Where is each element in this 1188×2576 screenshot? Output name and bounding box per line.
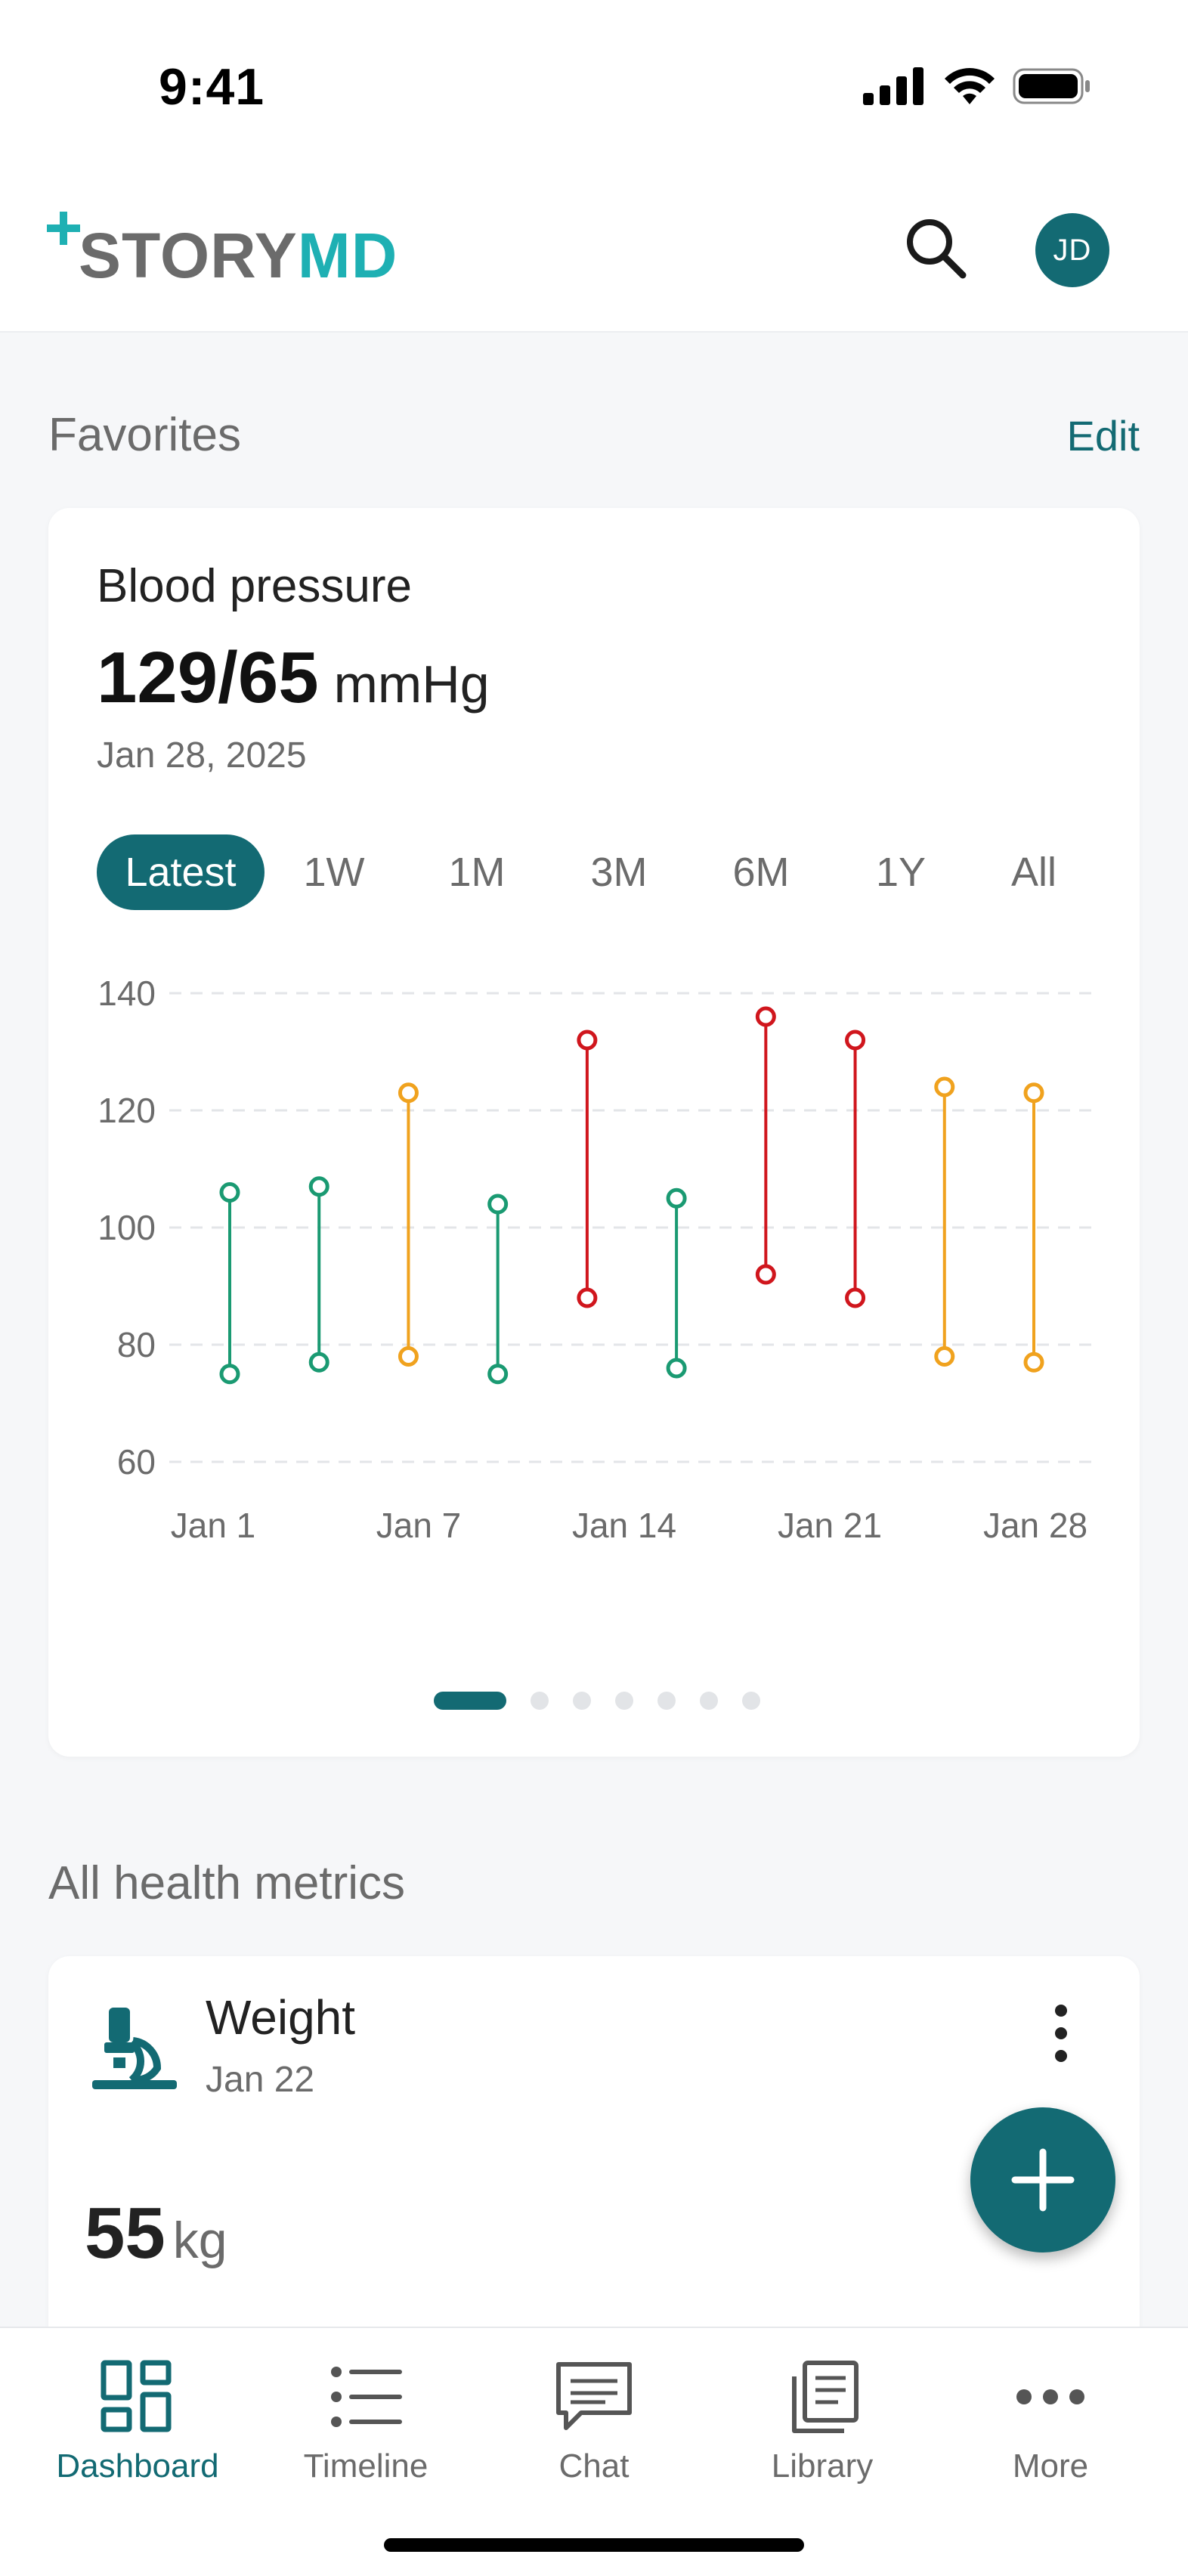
- library-icon: [792, 2361, 859, 2433]
- status-icons: [863, 67, 1091, 106]
- all-metrics-title: All health metrics: [48, 1857, 406, 1909]
- avatar[interactable]: JD: [1035, 213, 1109, 287]
- systolic-point[interactable]: [845, 1029, 866, 1051]
- add-button[interactable]: [970, 2107, 1115, 2252]
- pagination-dot[interactable]: [700, 1692, 718, 1710]
- x-tick-label: Jan 7: [376, 1506, 462, 1545]
- weight-title: Weight: [206, 1990, 356, 2045]
- wifi-icon: [945, 68, 995, 104]
- diastolic-point[interactable]: [577, 1287, 598, 1308]
- pagination-dot[interactable]: [573, 1692, 591, 1710]
- cellular-signal-icon: [863, 67, 923, 105]
- y-tick-label: 100: [97, 1208, 156, 1247]
- pagination-dot[interactable]: [657, 1692, 676, 1710]
- tab-all[interactable]: All: [1010, 850, 1057, 895]
- logo-story-text: STORY: [79, 220, 298, 291]
- bp-card-title: Blood pressure: [97, 560, 413, 612]
- favorites-title: Favorites: [48, 409, 241, 461]
- x-tick-label: Jan 28: [983, 1506, 1087, 1545]
- microscope-icon: [92, 2008, 177, 2089]
- bottom-nav: Dashboard Timeline Chat Library: [0, 2327, 1188, 2576]
- pagination-dot[interactable]: [434, 1692, 506, 1710]
- app-header: STORYMD JD: [0, 166, 1188, 333]
- diastolic-point[interactable]: [666, 1358, 687, 1379]
- y-tick-label: 80: [117, 1325, 156, 1364]
- pagination-dot[interactable]: [615, 1692, 633, 1710]
- logo-md-text: MD: [297, 220, 398, 291]
- battery-icon: [1013, 68, 1090, 104]
- tab-latest[interactable]: Latest: [97, 834, 265, 910]
- weight-unit: kg: [172, 2212, 227, 2269]
- y-tick-label: 60: [117, 1442, 156, 1482]
- range-tabs: Latest 1W 1M 3M 6M 1Y All: [97, 834, 1109, 910]
- diastolic-point[interactable]: [1023, 1351, 1044, 1373]
- bp-date: Jan 28, 2025: [97, 735, 307, 776]
- nav-timeline[interactable]: Timeline: [252, 2355, 479, 2544]
- timeline-icon: [331, 2367, 402, 2427]
- weight-date: Jan 22: [206, 2060, 315, 2100]
- systolic-point[interactable]: [666, 1187, 687, 1209]
- x-tick-label: Jan 14: [572, 1506, 676, 1545]
- weight-value: 55: [85, 2193, 166, 2274]
- y-tick-label: 120: [97, 1091, 156, 1130]
- y-tick-label: 140: [97, 977, 156, 1013]
- chat-icon: [556, 2362, 632, 2430]
- diastolic-point[interactable]: [487, 1364, 509, 1385]
- nav-label-chat: Chat: [558, 2448, 630, 2485]
- plus-icon: [1011, 2148, 1075, 2212]
- nav-chat[interactable]: Chat: [481, 2355, 707, 2544]
- tab-1w[interactable]: 1W: [303, 850, 365, 895]
- tab-6m[interactable]: 6M: [732, 850, 790, 895]
- search-button[interactable]: [899, 212, 975, 287]
- dashboard-icon: [101, 2360, 172, 2432]
- status-time: 9:41: [159, 58, 265, 116]
- tab-1m[interactable]: 1M: [448, 850, 506, 895]
- pagination-dot[interactable]: [531, 1692, 549, 1710]
- diastolic-point[interactable]: [219, 1364, 240, 1385]
- diastolic-point[interactable]: [308, 1351, 329, 1373]
- edit-favorites-link[interactable]: Edit: [1066, 412, 1140, 460]
- logo-plus-icon: [47, 212, 80, 245]
- home-indicator: [384, 2538, 804, 2552]
- bp-value: 129/65: [97, 637, 319, 718]
- nav-label-timeline: Timeline: [303, 2448, 428, 2485]
- nav-dashboard[interactable]: Dashboard: [24, 2355, 251, 2544]
- x-tick-label: Jan 1: [171, 1506, 256, 1545]
- tab-1y[interactable]: 1Y: [875, 850, 927, 895]
- more-icon: [1016, 2389, 1084, 2404]
- systolic-point[interactable]: [1023, 1082, 1044, 1104]
- status-bar: 9:41: [0, 0, 1188, 166]
- systolic-point[interactable]: [219, 1182, 240, 1203]
- pagination-dot[interactable]: [742, 1692, 760, 1710]
- systolic-point[interactable]: [487, 1194, 509, 1215]
- diastolic-point[interactable]: [845, 1287, 866, 1308]
- systolic-point[interactable]: [577, 1029, 598, 1051]
- systolic-point[interactable]: [755, 1006, 776, 1027]
- diastolic-point[interactable]: [934, 1346, 955, 1367]
- bp-reading: 129/65 mmHg: [97, 636, 490, 720]
- more-options-button[interactable]: [1031, 1995, 1091, 2071]
- diastolic-point[interactable]: [398, 1346, 419, 1367]
- nav-label-library: Library: [771, 2448, 874, 2485]
- systolic-point[interactable]: [934, 1076, 955, 1098]
- diastolic-point[interactable]: [755, 1264, 776, 1285]
- blood-pressure-chart[interactable]: 60 80 100 120 140 Jan 1 Jan 7 Jan 14 Jan 21 Jan 2…: [48, 977, 1140, 1581]
- bp-unit: mmHg: [333, 655, 490, 714]
- tab-3m[interactable]: 3M: [590, 850, 648, 895]
- blood-pressure-card[interactable]: Blood pressure 129/65 mmHg Jan 28, 2025 …: [48, 508, 1140, 1757]
- search-icon: [907, 219, 967, 279]
- systolic-point[interactable]: [398, 1082, 419, 1104]
- storymd-logo[interactable]: STORYMD: [47, 212, 398, 287]
- nav-library[interactable]: Library: [709, 2355, 936, 2544]
- systolic-point[interactable]: [308, 1176, 329, 1197]
- nav-more[interactable]: More: [937, 2355, 1164, 2544]
- weight-reading: 55 kg: [85, 2192, 227, 2275]
- card-pagination[interactable]: [48, 1692, 1140, 1710]
- nav-label-more: More: [1012, 2448, 1089, 2485]
- nav-label-dashboard: Dashboard: [56, 2448, 219, 2485]
- x-tick-label: Jan 21: [778, 1506, 882, 1545]
